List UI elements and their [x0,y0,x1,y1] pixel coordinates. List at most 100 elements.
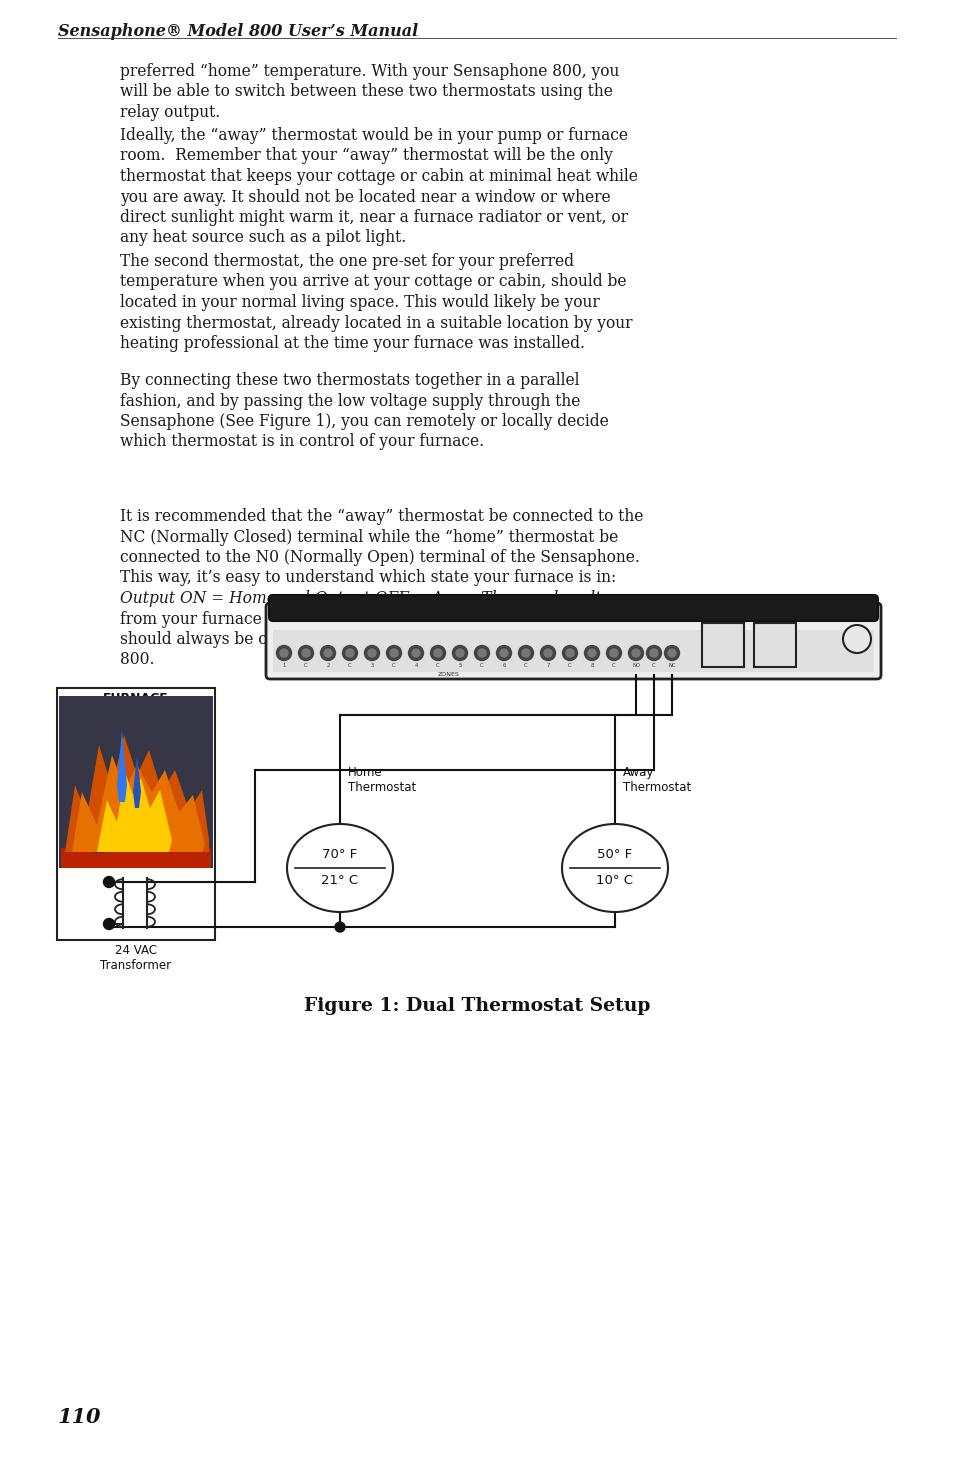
Circle shape [543,649,552,656]
Circle shape [477,649,485,656]
Text: Output ON = Home and Output OFF = Away. The supply voltage: Output ON = Home and Output OFF = Away. … [120,590,629,608]
Text: will be able to switch between these two thermostats using the: will be able to switch between these two… [120,84,612,100]
Text: which thermostat is in control of your furnace.: which thermostat is in control of your f… [120,434,483,450]
Polygon shape [97,771,172,853]
Circle shape [408,646,423,661]
Circle shape [324,649,332,656]
Text: 6: 6 [502,662,505,668]
Text: 24 VAC
Transformer: 24 VAC Transformer [100,944,172,972]
FancyBboxPatch shape [266,603,880,678]
Text: C: C [568,662,571,668]
Circle shape [368,649,375,656]
Text: Sensaphone® Model 800 User’s Manual: Sensaphone® Model 800 User’s Manual [58,24,417,40]
Text: By connecting these two thermostats together in a parallel: By connecting these two thermostats toge… [120,372,578,389]
Circle shape [649,649,658,656]
Text: heating professional at the time your furnace was installed.: heating professional at the time your fu… [120,335,584,353]
Text: C: C [348,662,352,668]
Text: ZONES: ZONES [437,673,459,677]
Text: thermostat that keeps your cottage or cabin at minimal heat while: thermostat that keeps your cottage or ca… [120,168,638,184]
Circle shape [335,922,345,932]
Circle shape [664,646,679,661]
Text: from your furnace (typically the wire labeled R or 24VAC),: from your furnace (typically the wire la… [120,611,576,627]
Text: 21° C: 21° C [321,875,358,888]
Text: 7: 7 [546,662,549,668]
Circle shape [103,876,114,888]
Ellipse shape [287,825,393,912]
Circle shape [606,646,620,661]
Text: C: C [523,662,527,668]
Text: FURNACE: FURNACE [103,692,169,705]
Text: C: C [479,662,483,668]
Circle shape [609,649,618,656]
Polygon shape [132,755,141,808]
Circle shape [562,646,577,661]
Circle shape [667,649,676,656]
Bar [753,622,795,667]
Circle shape [631,649,639,656]
Text: NC: NC [667,662,675,668]
Text: C: C [652,662,655,668]
Text: C: C [392,662,395,668]
Circle shape [390,649,397,656]
Circle shape [474,646,489,661]
Circle shape [320,646,335,661]
Circle shape [103,919,114,929]
Text: NC (Normally Closed) terminal while the “home” thermostat be: NC (Normally Closed) terminal while the … [120,528,618,546]
Text: Sensaphone (See Figure 1), you can remotely or locally decide: Sensaphone (See Figure 1), you can remot… [120,413,608,431]
Ellipse shape [561,825,667,912]
Text: located in your normal living space. This would likely be your: located in your normal living space. Thi… [120,294,599,311]
Circle shape [364,646,379,661]
Text: Away
Thermostat: Away Thermostat [622,766,691,794]
Text: C: C [612,662,616,668]
Text: Ideally, the “away” thermostat would be in your pump or furnace: Ideally, the “away” thermostat would be … [120,127,627,145]
Circle shape [587,649,596,656]
Text: fashion, and by passing the low voltage supply through the: fashion, and by passing the low voltage … [120,392,579,410]
Bar [57,687,214,940]
Text: existing thermostat, already located in a suitable location by your: existing thermostat, already located in … [120,314,632,332]
Circle shape [456,649,463,656]
FancyBboxPatch shape [269,594,877,621]
Circle shape [298,646,314,661]
Circle shape [434,649,441,656]
Circle shape [646,646,660,661]
Text: NO: NO [632,662,639,668]
Text: C: C [436,662,439,668]
Circle shape [386,646,401,661]
Circle shape [342,646,357,661]
Text: relay output.: relay output. [120,105,220,121]
Circle shape [518,646,533,661]
Text: The second thermostat, the one pre-set for your preferred: The second thermostat, the one pre-set f… [120,254,574,270]
Circle shape [430,646,445,661]
Circle shape [499,649,507,656]
Text: This way, it’s easy to understand which state your furnace is in:: This way, it’s easy to understand which … [120,569,616,587]
Polygon shape [61,848,211,867]
Text: 4: 4 [414,662,417,668]
Text: 5: 5 [457,662,461,668]
Text: direct sunlight might warm it, near a furnace radiator or vent, or: direct sunlight might warm it, near a fu… [120,209,627,226]
Polygon shape [117,730,127,802]
Polygon shape [71,755,205,853]
Circle shape [628,646,643,661]
Circle shape [280,649,288,656]
Circle shape [584,646,598,661]
Circle shape [412,649,419,656]
Text: 800.: 800. [120,652,154,668]
Text: connected to the N0 (Normally Open) terminal of the Sensaphone.: connected to the N0 (Normally Open) term… [120,549,639,566]
Text: temperature when you arrive at your cottage or cabin, should be: temperature when you arrive at your cott… [120,273,626,291]
Bar [273,630,873,673]
Circle shape [276,646,292,661]
Text: 1: 1 [282,662,285,668]
Text: should always be connected to the C (Common) terminal on the: should always be connected to the C (Com… [120,631,617,648]
Bar [59,696,213,867]
Text: 8: 8 [590,662,593,668]
Circle shape [540,646,555,661]
Text: 10° C: 10° C [596,875,633,888]
Text: 50° F: 50° F [597,848,632,861]
Polygon shape [65,735,209,853]
Text: room.  Remember that your “away” thermostat will be the only: room. Remember that your “away” thermost… [120,148,612,165]
Circle shape [496,646,511,661]
Text: It is recommended that the “away” thermostat be connected to the: It is recommended that the “away” thermo… [120,507,642,525]
Text: 110: 110 [58,1407,101,1426]
Circle shape [521,649,530,656]
Text: any heat source such as a pilot light.: any heat source such as a pilot light. [120,230,406,246]
